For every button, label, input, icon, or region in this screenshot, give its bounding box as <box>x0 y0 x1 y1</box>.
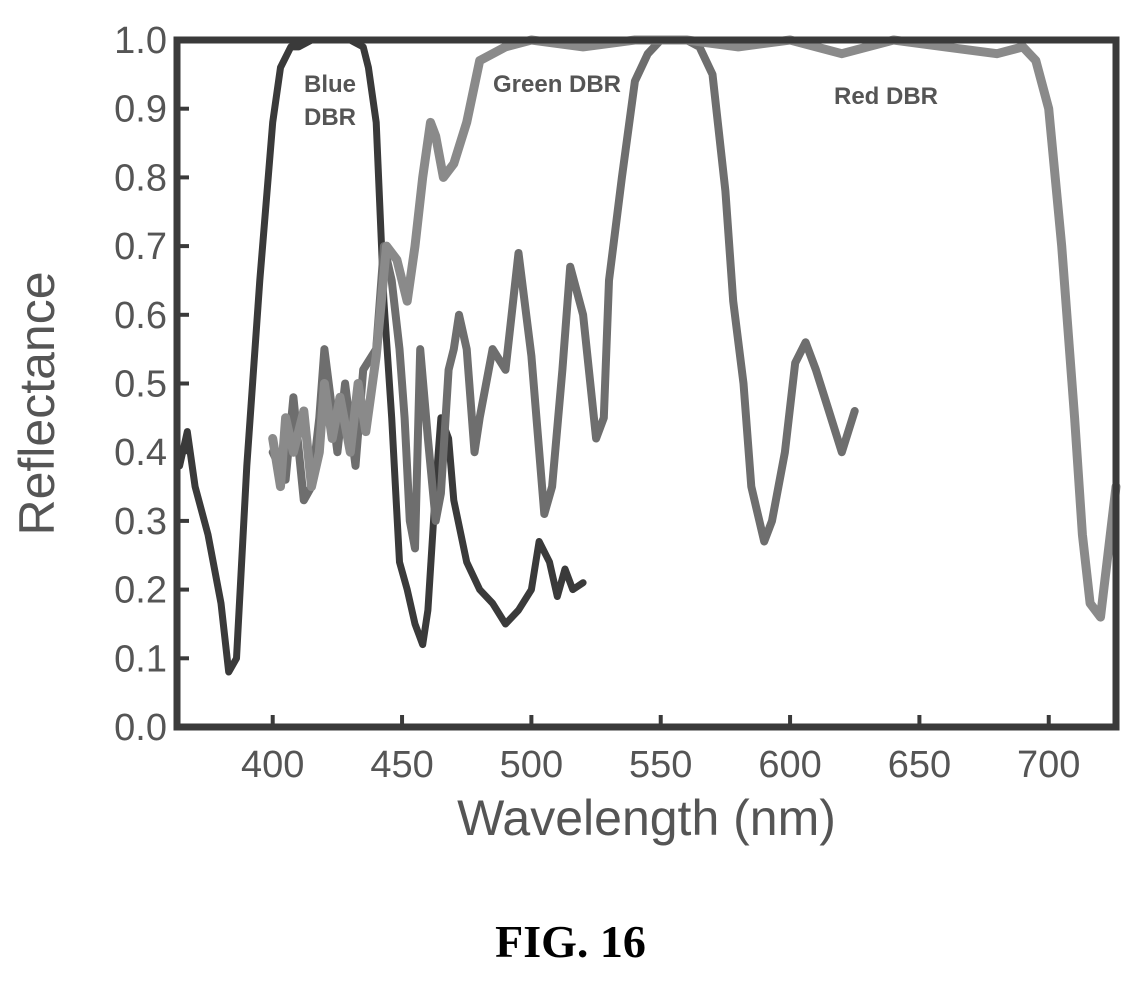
x-axis-title: Wavelength (nm) <box>457 790 836 846</box>
series-layer <box>176 35 1121 676</box>
y-tick-label: 0.3 <box>114 501 167 543</box>
red-dbr-label: Red DBR <box>834 83 938 110</box>
y-tick-label: 0.7 <box>114 226 167 268</box>
reflectance-chart: 400 450 500 550 600 650 700 0.0 0.1 0.2 0.3 0.4 0.5 0… <box>9 20 1121 846</box>
x-tick-label: 400 <box>241 744 304 786</box>
curve-label-layer: Blue DBR Green DBR Red DBR <box>304 71 938 131</box>
blue-dbr-label: Blue DBR <box>304 71 356 131</box>
x-tick-label: 600 <box>758 744 821 786</box>
y-tick-label: 0.4 <box>114 432 167 474</box>
series-line-green-dbr <box>268 36 859 553</box>
series-line-blue-dbr <box>176 36 587 676</box>
y-axis-title: Reflectance <box>9 271 65 535</box>
y-tick-label: 0.8 <box>114 157 167 199</box>
green-dbr-label: Green DBR <box>493 71 621 98</box>
y-tick-label: 0.5 <box>114 364 167 406</box>
x-tick-label: 650 <box>888 744 951 786</box>
y-tick-label: 0.1 <box>114 638 167 680</box>
figure-caption: FIG. 16 <box>495 916 646 967</box>
series-line-red-dbr <box>268 35 1121 622</box>
y-tick-label: 0.9 <box>114 89 167 131</box>
x-tick-label: 550 <box>629 744 692 786</box>
y-tick-label: 0.6 <box>114 295 167 337</box>
x-tick-label: 700 <box>1017 744 1080 786</box>
x-tick-label: 500 <box>500 744 563 786</box>
y-tick-label: 0.0 <box>114 707 167 749</box>
y-tick-label: 1.0 <box>114 20 167 62</box>
tick-layer: 400 450 500 550 600 650 700 0.0 0.1 0.2 0.3 0.4 0.5 0… <box>114 20 1080 786</box>
y-tick-label: 0.2 <box>114 570 167 612</box>
x-tick-label: 450 <box>370 744 433 786</box>
